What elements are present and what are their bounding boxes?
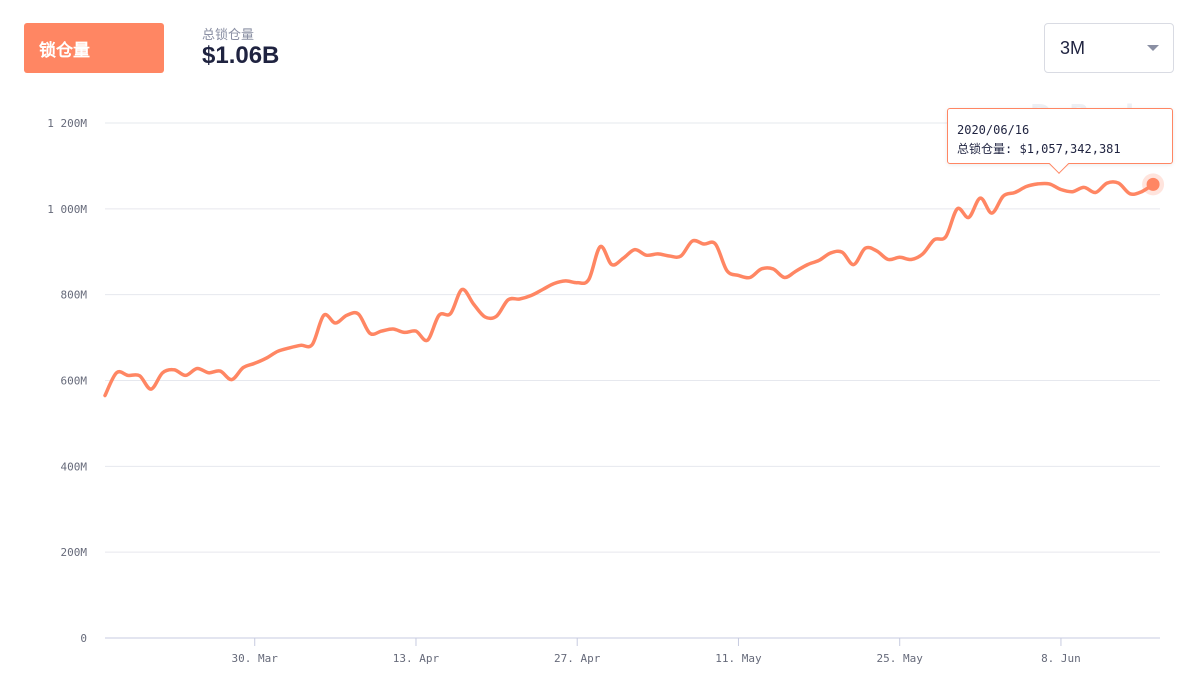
latest-point-marker[interactable] — [1146, 177, 1160, 191]
y-tick-label: 1 000M — [47, 203, 87, 216]
time-range-select[interactable]: 3M — [1044, 23, 1174, 73]
data-tooltip: 2020/06/16 总锁仓量: $1,057,342,381 — [947, 108, 1173, 174]
tvl-tab-button[interactable]: 锁仓量 — [24, 23, 164, 73]
y-tick-label: 600M — [61, 375, 88, 388]
tooltip-value: $1,057,342,381 — [1019, 142, 1121, 156]
x-tick-label: 25. May — [877, 652, 924, 665]
tooltip-label: 总锁仓量 — [957, 142, 1006, 156]
x-tick-label: 13. Apr — [393, 652, 440, 665]
total-tvl-value: $1.06B — [202, 42, 280, 69]
x-tick-label: 11. May — [715, 652, 762, 665]
chevron-down-icon — [1147, 45, 1159, 51]
total-tvl-label: 总锁仓量 — [202, 28, 255, 43]
x-tick-label: 27. Apr — [554, 652, 601, 665]
y-tick-label: 200M — [61, 546, 88, 559]
time-range-value: 3M — [1060, 38, 1086, 58]
tvl-series-line — [103, 180, 1155, 398]
tooltip-row: 总锁仓量: $1,057,342,381 — [957, 142, 1121, 156]
y-tick-label: 0 — [80, 632, 87, 645]
y-tick-label: 400M — [61, 460, 88, 473]
x-tick-label: 30. Mar — [232, 652, 279, 665]
y-tick-label: 1 200M — [47, 117, 87, 130]
tooltip-date: 2020/06/16 — [957, 123, 1030, 137]
y-tick-label: 800M — [61, 289, 88, 302]
x-tick-label: 8. Jun — [1041, 652, 1081, 665]
